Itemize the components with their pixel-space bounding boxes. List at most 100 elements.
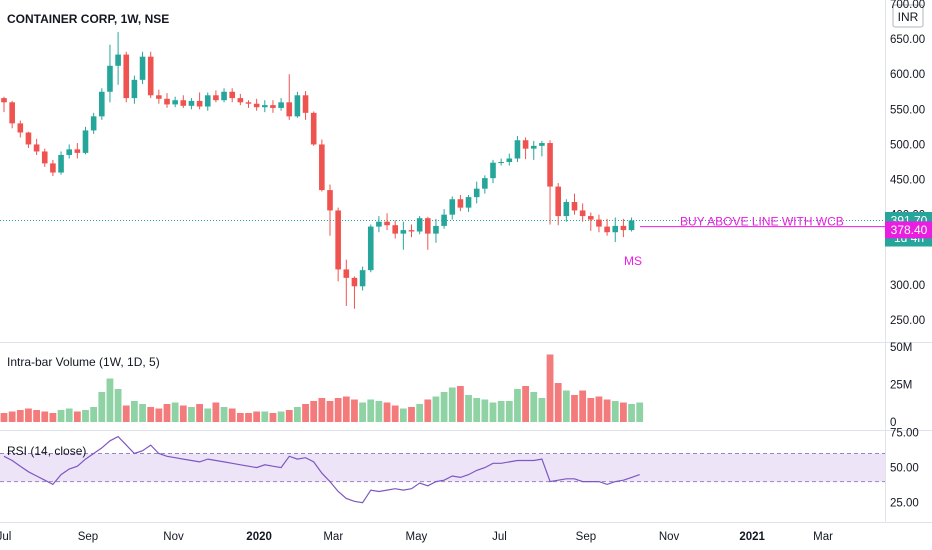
candle-body bbox=[547, 143, 553, 187]
candle-body bbox=[514, 140, 521, 159]
candle-body bbox=[563, 202, 570, 217]
candle-body bbox=[213, 95, 219, 101]
candle-body bbox=[465, 197, 472, 208]
candle-body bbox=[115, 54, 121, 66]
currency-button[interactable] bbox=[892, 4, 924, 28]
volume-tick-label: 25M bbox=[890, 380, 912, 392]
volume-bar bbox=[636, 402, 644, 422]
volume-bar bbox=[57, 410, 65, 422]
candle-body bbox=[41, 151, 48, 164]
time-tick-label: Mar bbox=[323, 531, 343, 543]
candle-body bbox=[237, 98, 244, 103]
volume-bar bbox=[228, 408, 236, 422]
candle-body bbox=[310, 112, 317, 145]
buy-level-label: BUY ABOVE LINE WITH WCB bbox=[680, 215, 844, 229]
rsi-band bbox=[0, 453, 885, 482]
volume-bar bbox=[595, 396, 603, 422]
volume-bar bbox=[277, 411, 285, 422]
candle-body bbox=[384, 221, 390, 226]
volume-bar bbox=[98, 392, 106, 422]
candle-body bbox=[82, 130, 89, 153]
candle-body bbox=[17, 123, 24, 133]
rsi-axis[interactable]: 75.00 50.00 25.00 bbox=[890, 427, 919, 509]
volume-bar bbox=[155, 408, 163, 422]
time-tick-label: Nov bbox=[163, 531, 184, 543]
candle-body bbox=[131, 79, 138, 99]
volume-bar bbox=[212, 402, 220, 422]
volume-bar bbox=[0, 413, 8, 422]
volume-bar bbox=[8, 411, 16, 422]
candle-body bbox=[490, 162, 496, 179]
rsi-line[interactable] bbox=[3, 435, 640, 504]
volume-bar bbox=[416, 404, 424, 422]
volume-bar bbox=[611, 401, 619, 422]
volume-bar bbox=[294, 407, 301, 422]
volume-bar bbox=[114, 389, 122, 422]
volume-bar bbox=[457, 386, 464, 422]
volume-bar bbox=[367, 399, 375, 422]
volume-bar bbox=[261, 411, 269, 422]
volume-bar bbox=[375, 401, 383, 422]
volume-bar bbox=[628, 404, 635, 422]
candle-body bbox=[351, 277, 358, 287]
candle-body bbox=[596, 219, 602, 227]
price-tick-label: 600.00 bbox=[890, 69, 925, 81]
candle-body bbox=[180, 100, 187, 106]
candle-body bbox=[425, 218, 431, 234]
volume-bar bbox=[90, 407, 98, 422]
price-tick-label: 650.00 bbox=[890, 34, 925, 46]
volume-axis[interactable]: 50M 25M 0 bbox=[890, 342, 912, 429]
svg-text:378.40: 378.40 bbox=[891, 223, 928, 237]
volume-bar bbox=[16, 410, 24, 422]
candle-body bbox=[50, 163, 56, 173]
candle-body bbox=[441, 214, 447, 226]
volume-bar bbox=[538, 398, 546, 422]
volume-bar bbox=[579, 390, 587, 422]
candlestick-series[interactable] bbox=[1, 32, 635, 309]
volume-bar bbox=[131, 401, 138, 422]
candle-body bbox=[620, 225, 627, 231]
candle-body bbox=[221, 91, 227, 101]
volume-bar bbox=[171, 402, 179, 422]
volume-bar bbox=[302, 404, 309, 422]
volume-bar bbox=[122, 405, 130, 422]
volume-bar bbox=[603, 399, 611, 422]
ms-marker-label: MS bbox=[624, 254, 642, 268]
candle-body bbox=[571, 202, 578, 211]
candle-body bbox=[302, 95, 309, 113]
volume-bar bbox=[571, 395, 578, 422]
candle-body bbox=[147, 56, 154, 96]
candle-body bbox=[335, 210, 341, 270]
candle-body bbox=[99, 91, 105, 117]
candle-body bbox=[139, 56, 146, 80]
candle-body bbox=[278, 102, 284, 108]
rsi-title: RSI (14, close) bbox=[7, 444, 86, 458]
candle-body bbox=[449, 199, 456, 215]
volume-bar bbox=[65, 408, 73, 422]
candle-body bbox=[482, 178, 488, 189]
candle-body bbox=[367, 226, 374, 271]
candle-body bbox=[416, 218, 423, 232]
volume-bar bbox=[220, 407, 228, 422]
candle-body bbox=[628, 220, 635, 231]
price-tick-label: 500.00 bbox=[890, 139, 925, 151]
candle-body bbox=[188, 100, 195, 106]
level-price-badge: 378.40 bbox=[885, 221, 932, 239]
volume-bar bbox=[562, 390, 570, 422]
volume-bar bbox=[334, 398, 342, 422]
time-tick-label: Jul bbox=[0, 531, 11, 543]
volume-series[interactable] bbox=[0, 354, 644, 423]
volume-bar bbox=[481, 399, 489, 422]
volume-bar bbox=[530, 392, 538, 422]
volume-bar bbox=[82, 410, 89, 422]
candle-body bbox=[253, 103, 260, 108]
price-axis[interactable]: 700.00650.00600.00550.00500.00450.00400.… bbox=[890, 0, 925, 327]
volume-bar bbox=[25, 408, 32, 422]
price-tick-label: 450.00 bbox=[890, 175, 925, 187]
volume-bar bbox=[440, 392, 448, 422]
candle-body bbox=[579, 210, 586, 217]
candle-body bbox=[392, 225, 398, 234]
time-axis[interactable]: Jul Sep Nov 2020 Mar May Jul Sep Nov 2021 Mar bbox=[0, 531, 833, 543]
time-tick-label: Sep bbox=[576, 531, 596, 543]
